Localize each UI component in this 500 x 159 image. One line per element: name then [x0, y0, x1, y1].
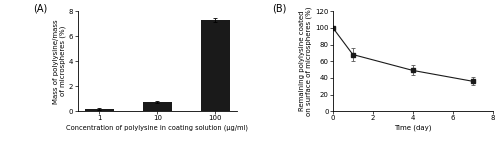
X-axis label: Time (day): Time (day): [394, 124, 432, 131]
Bar: [85, 109, 114, 111]
Bar: [143, 102, 172, 111]
Bar: [201, 20, 230, 111]
Y-axis label: Mass of polylysine/mass
of microspheres (%): Mass of polylysine/mass of microspheres …: [52, 19, 66, 104]
Text: (B): (B): [272, 3, 286, 13]
Text: (A): (A): [33, 3, 47, 13]
Y-axis label: Remaining polylysine coated
on surface of microspheres (%): Remaining polylysine coated on surface o…: [299, 7, 312, 116]
X-axis label: Concentration of polylysine in coating solution (µg/ml): Concentration of polylysine in coating s…: [66, 124, 248, 131]
